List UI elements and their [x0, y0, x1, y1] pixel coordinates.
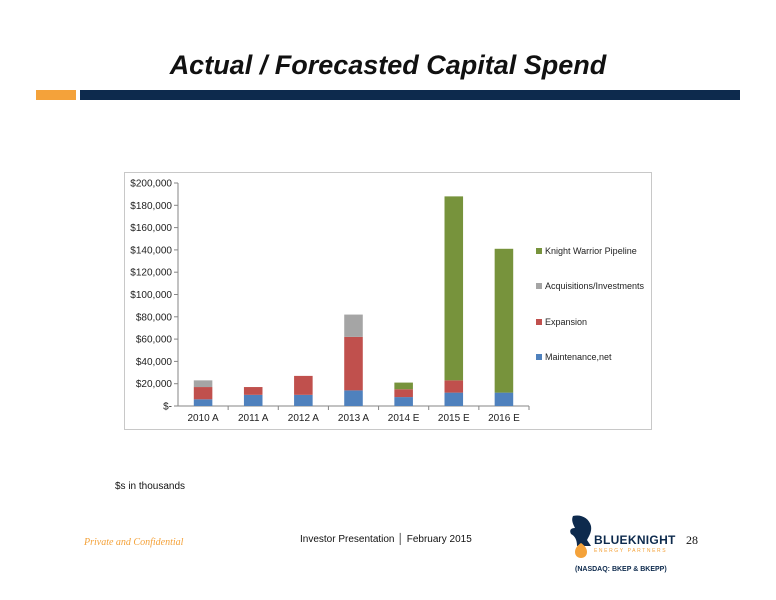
x-tick-label: 2013 A	[338, 413, 369, 424]
y-tick-label: $80,000	[136, 312, 173, 323]
legend-label: Knight Warrior Pipeline	[545, 246, 637, 256]
bar-segment	[494, 392, 514, 406]
bar-segment	[193, 387, 213, 400]
page-number: 28	[686, 533, 698, 547]
footer-date: February 2015	[406, 534, 472, 545]
units-note: $s in thousands	[115, 481, 186, 492]
bar-segment	[494, 248, 514, 393]
y-tick-label: $200,000	[130, 179, 172, 190]
y-tick-label: $-	[163, 402, 172, 413]
bar-segment	[344, 390, 363, 406]
y-tick-label: $180,000	[130, 201, 172, 212]
bar-segment	[294, 375, 313, 395]
y-tick-label: $120,000	[130, 268, 172, 279]
legend-label: Maintenance,net	[545, 352, 612, 362]
y-tick-label: $100,000	[130, 290, 172, 301]
bar-segment	[344, 336, 363, 391]
footer-separator: │	[397, 534, 404, 545]
y-tick-label: $140,000	[130, 245, 172, 256]
footer-presentation-name: Investor Presentation	[300, 534, 395, 545]
bar-segment	[344, 314, 363, 337]
bar-segment	[444, 392, 464, 406]
header-accent-bar	[36, 90, 76, 100]
legend-swatch	[536, 354, 542, 360]
confidential-label: Private and Confidential	[84, 537, 184, 548]
bar-segment	[193, 380, 213, 388]
bar-segment	[394, 397, 413, 406]
bar-segment	[243, 387, 263, 395]
bar-segment	[243, 394, 263, 406]
footer-presentation-info: Investor Presentation │ February 2015	[300, 534, 472, 545]
slide-title: Actual / Forecasted Capital Spend	[169, 50, 607, 80]
x-tick-label: 2016 E	[488, 413, 520, 424]
logo-wordmark: BLUEKNIGHT	[594, 533, 676, 547]
bar-segment	[444, 380, 464, 393]
bar-segment	[294, 394, 313, 406]
y-tick-label: $40,000	[136, 357, 173, 368]
x-tick-label: 2010 A	[187, 413, 218, 424]
y-tick-label: $160,000	[130, 223, 172, 234]
bar-segment	[394, 389, 413, 398]
x-tick-label: 2011 A	[238, 413, 269, 424]
bar-segment	[193, 399, 213, 406]
y-tick-label: $60,000	[136, 335, 173, 346]
knight-logo-icon	[570, 515, 592, 558]
header-rule-bar	[80, 90, 740, 100]
legend-swatch	[536, 248, 542, 254]
bar-segment	[394, 382, 413, 390]
legend-swatch	[536, 283, 542, 289]
x-tick-label: 2014 E	[388, 413, 420, 424]
legend-swatch	[536, 319, 542, 325]
legend-label: Expansion	[545, 317, 587, 327]
legend-label: Acquisitions/Investments	[545, 281, 645, 291]
y-tick-label: $20,000	[136, 379, 173, 390]
x-tick-label: 2015 E	[438, 413, 470, 424]
capital-spend-chart: $- $20,000 $40,000 $60,000 $80,000 $100,000 $1…	[130, 179, 645, 425]
x-tick-label: 2012 A	[288, 413, 319, 424]
bar-segment	[444, 196, 464, 381]
logo-subtitle: ENERGY PARTNERS	[594, 548, 668, 554]
chart-frame: $- $20,000 $40,000 $60,000 $80,000 $100,000 $1…	[124, 172, 652, 430]
logo-tickers: (NASDAQ: BKEP & BKEPP)	[575, 566, 667, 573]
